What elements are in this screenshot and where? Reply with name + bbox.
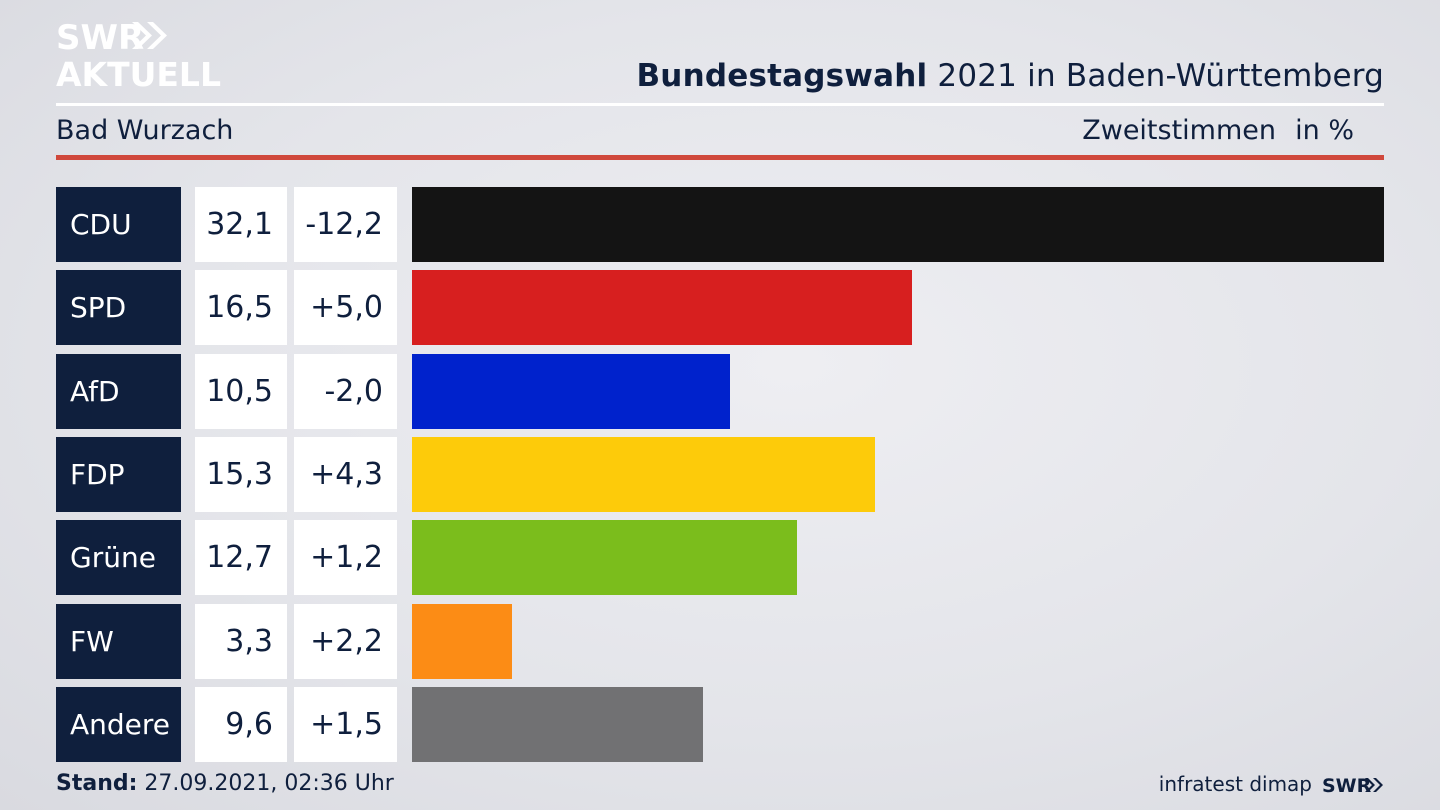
swr-aktuell-logo: SWR AKTUELL — [56, 16, 226, 92]
result-row: FW 3,3 +2,2 — [56, 603, 1384, 679]
vote-share-value: 15,3 — [195, 436, 287, 512]
result-row: Grüne 12,7 +1,2 — [56, 520, 1384, 596]
svg-text:AKTUELL: AKTUELL — [56, 55, 221, 92]
vote-change-value: +2,2 — [294, 603, 397, 679]
result-row: CDU 32,1 -12,2 — [56, 187, 1384, 262]
result-row: AfD 10,5 -2,0 — [56, 353, 1384, 429]
result-bar — [412, 436, 875, 512]
title-bold: Bundestagswahl — [636, 58, 928, 94]
result-row: SPD 16,5 +5,0 — [56, 270, 1384, 346]
vote-share-value: 9,6 — [195, 686, 287, 762]
party-label: SPD — [56, 270, 181, 346]
vote-change-value: +1,2 — [294, 520, 397, 596]
vote-share-value: 32,1 — [195, 187, 287, 262]
vote-share-value: 16,5 — [195, 270, 287, 346]
stand-value: 27.09.2021, 02:36 Uhr — [137, 771, 394, 796]
vote-share-value: 12,7 — [195, 520, 287, 596]
party-label: AfD — [56, 353, 181, 429]
svg-text:SWR: SWR — [56, 18, 144, 58]
vote-change-value: -12,2 — [294, 187, 397, 262]
swr-footer-logo: SWR — [1322, 772, 1384, 798]
result-bar — [412, 270, 912, 346]
party-label: FDP — [56, 436, 181, 512]
party-label: Andere — [56, 686, 181, 762]
party-label: Grüne — [56, 520, 181, 596]
result-bar — [412, 520, 797, 596]
svg-text:SWR: SWR — [1322, 775, 1372, 797]
result-bar — [412, 187, 1384, 262]
party-label: CDU — [56, 187, 181, 262]
vote-share-value: 10,5 — [195, 353, 287, 429]
result-row: Andere 9,6 +1,5 — [56, 686, 1384, 762]
result-row: FDP 15,3 +4,3 — [56, 436, 1384, 512]
vote-change-value: +5,0 — [294, 270, 397, 346]
accent-divider — [56, 155, 1384, 160]
title-rest: 2021 in Baden-Württemberg — [927, 58, 1384, 94]
vote-change-value: +1,5 — [294, 686, 397, 762]
vote-change-value: +4,3 — [294, 436, 397, 512]
result-bar — [412, 353, 730, 429]
unit-label: in % — [1295, 115, 1354, 146]
data-source: infratest dimap — [1158, 772, 1312, 796]
vote-share-value: 3,3 — [195, 603, 287, 679]
vote-change-value: -2,0 — [294, 353, 397, 429]
party-label: FW — [56, 603, 181, 679]
stand-label: Stand: — [56, 771, 138, 796]
location-label: Bad Wurzach — [56, 115, 234, 146]
page-title: Bundestagswahl 2021 in Baden-Württemberg — [636, 58, 1384, 94]
result-bar — [412, 603, 512, 679]
metric-label: Zweitstimmen — [1082, 115, 1276, 146]
timestamp: Stand: 27.09.2021, 02:36 Uhr — [56, 771, 394, 796]
header-divider — [56, 103, 1384, 106]
result-bar — [412, 686, 703, 762]
